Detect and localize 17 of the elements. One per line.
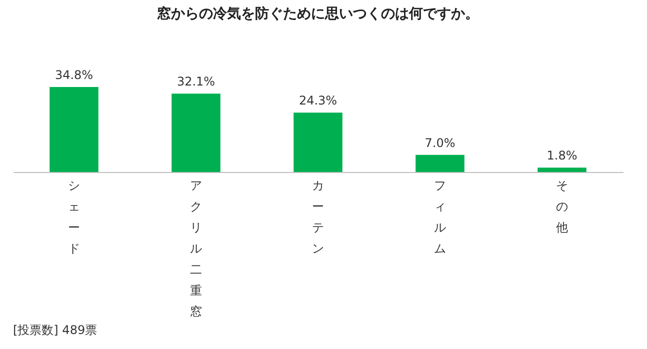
data-label: 1.8% — [546, 148, 578, 163]
bar — [416, 154, 464, 172]
bar — [50, 87, 98, 172]
x-tick-label: その他 — [556, 178, 568, 234]
x-tick-label: アクリル二重窓 — [190, 178, 202, 318]
bar — [294, 112, 342, 172]
bar — [538, 168, 586, 172]
data-label: 24.3% — [298, 94, 338, 108]
data-label: 32.1% — [176, 74, 216, 89]
x-tick-label: カーテン — [312, 178, 324, 256]
data-label: 7.0% — [424, 136, 456, 150]
bar — [172, 94, 220, 172]
text: [投票数] 489票 — [13, 323, 98, 337]
data-label: 34.8% — [54, 68, 94, 82]
x-tick-label: シェード — [68, 178, 80, 256]
chart-title: 窓からの冷気を防ぐために思いつくのは何ですか。 — [157, 5, 479, 22]
x-tick-label: フィルム — [434, 178, 446, 256]
